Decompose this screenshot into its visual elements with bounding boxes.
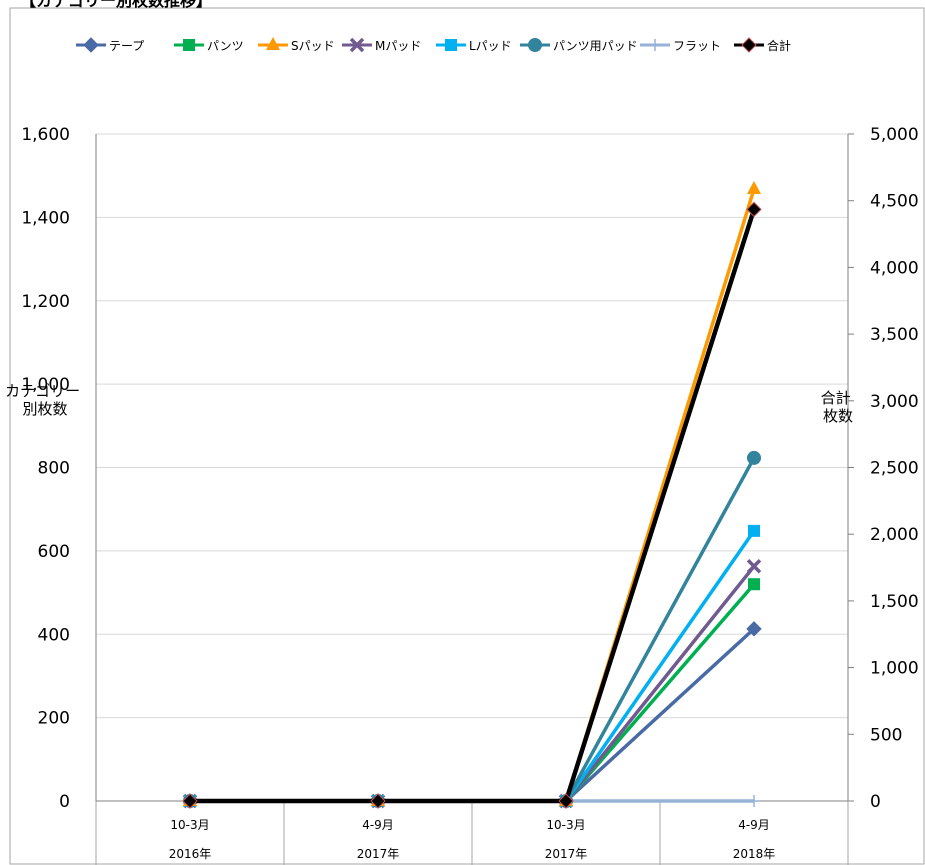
legend-item: パンツ用パッド <box>520 38 638 53</box>
chart-border <box>9 7 925 865</box>
y-right-tick-label: 500 <box>870 725 902 745</box>
y-right-tick-label: 4,500 <box>870 192 919 212</box>
y-left-tick-label: 1,400 <box>21 208 70 228</box>
series-line <box>190 457 756 803</box>
x-group-label: 2017年 <box>545 847 588 861</box>
data-point <box>748 578 760 591</box>
legend-label: フラット <box>673 39 721 53</box>
x-group-label: 2017年 <box>357 847 400 861</box>
series-0 <box>182 621 762 809</box>
legend-item: フラット <box>640 39 721 53</box>
y-left-tick-label: 1,600 <box>21 125 70 145</box>
x-tick-label: 10-3月 <box>546 818 585 832</box>
legend-label: パンツ用パッド <box>553 39 638 53</box>
x-tick-label: 4-9月 <box>362 818 394 832</box>
series-3 <box>182 559 762 809</box>
y-left-tick-label: 400 <box>38 625 70 645</box>
legend-swatch-marker <box>266 37 280 50</box>
legend-swatch-marker <box>528 38 542 52</box>
data-point <box>746 621 762 637</box>
grid <box>96 133 848 802</box>
series-1 <box>184 578 760 807</box>
legend-label: 合計 <box>767 38 791 53</box>
y-right-axis-title: 合計 枚数 <box>821 389 856 425</box>
legend-item: テープ <box>76 37 144 53</box>
x-group-label: 2018年 <box>733 847 776 861</box>
y-right-tick-label: 3,000 <box>870 392 919 412</box>
legend-item: Lパッド <box>436 39 512 53</box>
data-point <box>370 793 386 809</box>
legend: テープ パンツ Sパッド Mパッド Lパッド パンツ用パッド フラット 合計 <box>76 37 791 53</box>
y-left-axis-title-line1: カテゴリー <box>5 382 80 400</box>
chart-title: 【カテゴリー別枚数推移】 <box>20 0 212 10</box>
legend-swatch-marker <box>83 37 99 53</box>
legend-label: Sパッド <box>291 39 335 53</box>
y-left-tick-label: 800 <box>38 459 70 479</box>
series-2 <box>183 181 761 806</box>
legend-swatch-marker <box>649 39 661 51</box>
series-line <box>190 188 756 803</box>
y-left-tick-label: 0 <box>59 792 70 812</box>
legend-label: Lパッド <box>469 39 512 53</box>
x-tick-label: 10-3月 <box>170 818 209 832</box>
y-right-tick-label: 2,500 <box>870 459 919 479</box>
legend-item: パンツ <box>174 39 244 53</box>
data-point <box>748 524 760 537</box>
x-tick-label: 4-9月 <box>738 818 770 832</box>
x-group-label: 2016年 <box>169 847 212 861</box>
y-right-tick-label: 4,000 <box>870 258 919 278</box>
legend-label: テープ <box>109 39 144 53</box>
legend-swatch-marker <box>349 37 365 53</box>
y-right-tick-label: 1,500 <box>870 592 919 612</box>
legend-swatch-marker <box>445 39 457 51</box>
y-left-tick-label: 1,000 <box>21 375 70 395</box>
series-7 <box>182 201 762 809</box>
y-right-tick-label: 3,500 <box>870 325 919 345</box>
data-point <box>558 793 574 809</box>
series-line <box>190 208 757 804</box>
axes: 0 200 400 600 800 1,000 1,200 1,400 1,600 0 500 1,0… <box>21 125 919 865</box>
y-right-tick-label: 0 <box>870 792 881 812</box>
series-group <box>182 181 762 809</box>
series-5 <box>183 450 761 808</box>
y-left-tick-label: 600 <box>38 542 70 562</box>
y-left-axis-title-line2: 別枚数 <box>22 400 67 418</box>
series-line <box>190 583 756 803</box>
legend-label: パンツ <box>207 39 244 53</box>
legend-item: Mパッド <box>342 37 421 53</box>
legend-swatch-marker <box>183 39 195 51</box>
data-point <box>182 793 198 809</box>
data-point <box>746 201 762 218</box>
data-point <box>746 559 762 574</box>
y-left-tick-label: 1,200 <box>21 292 70 312</box>
y-right-axis-title-line1: 合計 <box>821 389 851 407</box>
legend-swatch-marker <box>741 37 757 53</box>
y-left-axis-title: カテゴリー 別枚数 <box>5 382 85 418</box>
y-right-axis-title-line2: 枚数 <box>823 407 853 425</box>
data-point <box>748 795 760 807</box>
y-left-tick-label: 200 <box>38 709 70 729</box>
legend-item: 合計 <box>734 37 791 53</box>
y-right-tick-label: 1,000 <box>870 659 919 679</box>
series-line <box>190 529 756 803</box>
legend-item: Sパッド <box>258 37 335 53</box>
legend-label: Mパッド <box>375 39 421 53</box>
data-point <box>747 181 761 195</box>
y-right-tick-label: 5,000 <box>870 125 919 145</box>
y-right-tick-label: 2,000 <box>870 525 919 545</box>
data-point <box>747 450 761 465</box>
